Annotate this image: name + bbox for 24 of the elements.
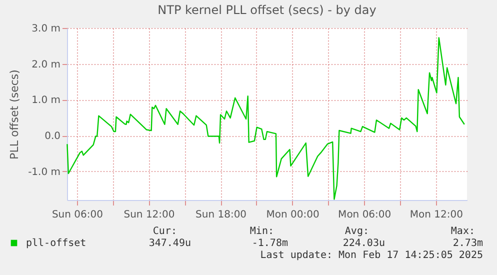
text: Last update: Mon Feb 17 14:25:05 2025 bbox=[260, 250, 483, 261]
x-tick-label: Mon 12:00 bbox=[410, 210, 463, 220]
x-tick-label: Sun 06:00 bbox=[52, 210, 103, 220]
text: Avg: bbox=[344, 226, 369, 237]
y-tick-label: 2.0 m bbox=[32, 59, 60, 70]
chart-title: NTP kernel PLL offset (secs) - by day bbox=[158, 3, 376, 17]
x-tick-label: Sun 12:00 bbox=[124, 210, 175, 220]
y-tick-label: 0.0 bbox=[44, 131, 60, 142]
text: 2.73m bbox=[452, 238, 483, 249]
y-tick-label: 1.0 m bbox=[32, 95, 60, 106]
x-tick-label: Mon 00:00 bbox=[266, 210, 320, 220]
legend-label: pll-offset bbox=[26, 238, 86, 249]
text: Min: bbox=[250, 226, 274, 237]
text: Max: bbox=[450, 226, 475, 237]
y-axis-title: PLL offset (secs) bbox=[8, 70, 22, 160]
y-tick-label: 3.0 m bbox=[32, 24, 60, 34]
text: 347.49u bbox=[148, 238, 191, 249]
x-tick-label: Mon 06:00 bbox=[338, 210, 392, 220]
text: -1.78m bbox=[252, 238, 288, 249]
x-tick-label: Sun 18:00 bbox=[196, 210, 247, 220]
text: Cur: bbox=[152, 226, 177, 237]
line-series bbox=[66, 37, 466, 200]
text: 224.03u bbox=[342, 238, 385, 249]
y-tick-label: -1.0 m bbox=[28, 166, 60, 178]
